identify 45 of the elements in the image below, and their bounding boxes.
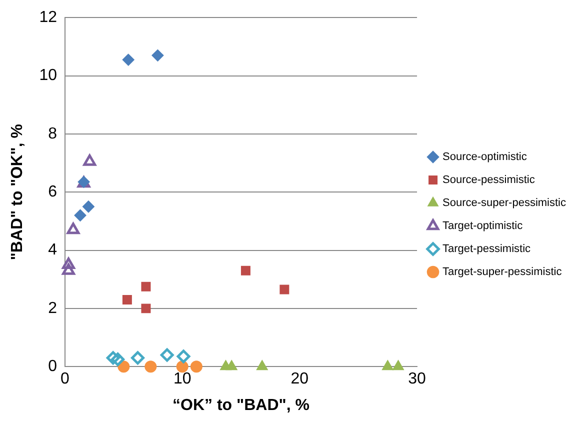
legend-label: Source-optimistic [442,151,528,164]
point [122,294,132,304]
point [74,209,86,222]
legend-label: Source-super-pessimistic [442,197,566,210]
y-tick-label: 4 [48,242,58,259]
y-tick-label: 8 [48,125,58,142]
point [152,49,164,62]
point [176,360,188,373]
point [176,350,190,364]
point [240,266,250,276]
point [106,351,120,365]
point [160,348,174,362]
legend-label: Target-optimistic [442,220,524,232]
point [392,360,404,370]
y-tick-label: 0 [48,358,58,376]
point [382,360,394,370]
point [144,360,157,373]
x-tick-label: 20 [290,370,309,388]
point [82,200,94,213]
y-tick-label: 12 [39,9,58,26]
point [62,258,75,270]
y-tick-label: 6 [48,184,58,201]
point [226,360,238,370]
legend-label: Target-pessimistic [442,243,532,256]
point [141,282,151,292]
point [122,54,134,66]
legend-label: Target-super-pessimistic [442,266,562,278]
point [66,222,80,234]
point [118,360,130,373]
y-tick-label: 2 [48,300,58,317]
point [111,352,125,366]
point [62,263,75,275]
point [190,360,202,373]
y-axis-title: "BAD" to "OK", % [9,124,26,260]
x-tick-label: 10 [173,370,192,388]
point [280,284,290,294]
point [141,304,151,314]
point [83,154,96,166]
x-tick-label: 30 [408,370,426,388]
legend-label: Source-pessimistic [442,174,536,186]
point [131,351,144,365]
y-tick-label: 10 [39,67,58,84]
x-axis-title: “OK” to "BAD", % [172,396,310,414]
x-tick-label: 0 [60,370,70,388]
point [256,360,268,370]
